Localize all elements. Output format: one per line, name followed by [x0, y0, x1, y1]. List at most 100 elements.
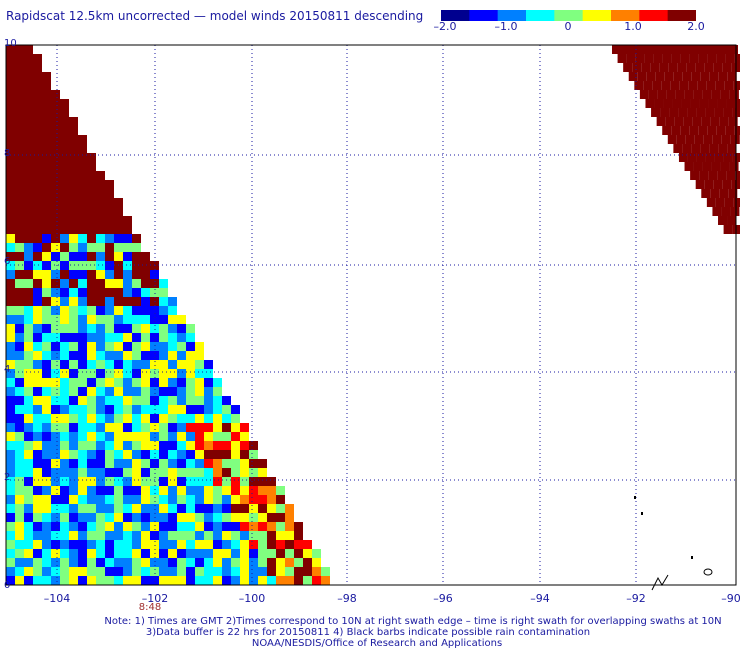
swath-cell — [701, 117, 711, 126]
swath-cell — [42, 432, 51, 441]
swath-cell — [276, 513, 285, 522]
swath-cell — [267, 540, 276, 549]
swath-cell — [96, 297, 105, 306]
swath-cell — [105, 216, 114, 225]
swath-cell — [69, 153, 78, 162]
swath-cell — [15, 54, 24, 63]
swath-cell — [240, 459, 249, 468]
swath-cell — [159, 405, 168, 414]
swath-cell — [87, 342, 96, 351]
swath-cell — [123, 396, 132, 405]
swath-cell — [69, 207, 78, 216]
swath-cell — [96, 216, 105, 225]
swath-cell — [725, 54, 735, 63]
swath-cell — [150, 396, 159, 405]
swath-cell — [33, 117, 42, 126]
swath-cell — [204, 387, 213, 396]
swath-cell — [141, 279, 150, 288]
swath-cell — [24, 315, 33, 324]
swath-cell — [123, 414, 132, 423]
swath-cell — [87, 288, 96, 297]
swath-cell — [51, 189, 60, 198]
swath-cell — [15, 432, 24, 441]
swath-cell — [168, 342, 177, 351]
colorbar-segment — [639, 10, 669, 21]
swath-cell — [141, 387, 150, 396]
swath-cell — [702, 162, 712, 171]
swath-cell — [258, 468, 267, 477]
swath-cell — [78, 252, 87, 261]
swath-cell — [186, 450, 195, 459]
swath-cell — [294, 558, 303, 567]
swath-cell — [258, 531, 267, 540]
swath-cell — [15, 324, 24, 333]
swath-cell — [60, 549, 69, 558]
swath-cell — [114, 450, 123, 459]
swath-cell — [6, 288, 15, 297]
swath-cell — [42, 360, 51, 369]
swath-cell — [60, 99, 69, 108]
swath-cell — [132, 387, 141, 396]
swath-cell — [132, 432, 141, 441]
swath-cell — [177, 432, 186, 441]
swath-cell — [51, 216, 60, 225]
swath-cell — [87, 522, 96, 531]
swath-cell — [168, 405, 177, 414]
swath-cell — [96, 189, 105, 198]
swath-cell — [24, 153, 33, 162]
swath-cell — [105, 459, 114, 468]
swath-cell — [96, 171, 105, 180]
swath-cell — [60, 144, 69, 153]
swath-cell — [177, 567, 186, 576]
colorbar-tick-label: 1.0 — [624, 20, 642, 33]
swath-cell — [213, 549, 222, 558]
swath-cell — [123, 378, 132, 387]
swath-cell — [667, 135, 677, 144]
swath-cell — [709, 144, 719, 153]
swath-cell — [6, 315, 15, 324]
swath-cell — [33, 171, 42, 180]
swath-cell — [6, 486, 15, 495]
swath-cell — [222, 504, 231, 513]
swath-cell — [204, 558, 213, 567]
swath-cell — [734, 54, 740, 63]
swath-cell — [15, 396, 24, 405]
note-line-1: Note: 1) Times are GMT 2)Times correspon… — [104, 616, 722, 627]
swath-cell — [240, 558, 249, 567]
swath-cell — [213, 405, 222, 414]
swath-cell — [718, 216, 728, 225]
swath-cell — [60, 153, 69, 162]
swath-cell — [132, 531, 141, 540]
swath-cell — [666, 45, 675, 54]
swath-cell — [24, 81, 33, 90]
swath-cell — [123, 387, 132, 396]
lat-label: 4 — [4, 364, 11, 375]
swath-cell — [132, 405, 141, 414]
swath-cell — [15, 549, 24, 558]
swath-cell — [33, 549, 42, 558]
swath-cell — [78, 450, 87, 459]
swath-cell — [677, 63, 687, 72]
swath-cell — [718, 72, 728, 81]
swath-cell — [231, 567, 240, 576]
swath-cell — [6, 432, 15, 441]
swath-cell — [123, 531, 132, 540]
swath-cell — [60, 423, 69, 432]
swath-cell — [51, 396, 60, 405]
swath-cell — [24, 108, 33, 117]
swath-cell — [249, 576, 258, 585]
swath-cell — [660, 108, 670, 117]
swath-cell — [177, 360, 186, 369]
swath-cell — [87, 369, 96, 378]
swath-cell — [60, 234, 69, 243]
swath-cell — [60, 531, 69, 540]
swath-cell — [69, 522, 78, 531]
swath-cell — [168, 567, 177, 576]
swath-cell — [294, 567, 303, 576]
swath-cell — [177, 405, 186, 414]
swath-cell — [213, 531, 222, 540]
swath-cell — [60, 558, 69, 567]
swath-cell — [96, 531, 105, 540]
swath-cell — [42, 288, 51, 297]
swath-cell — [114, 279, 123, 288]
